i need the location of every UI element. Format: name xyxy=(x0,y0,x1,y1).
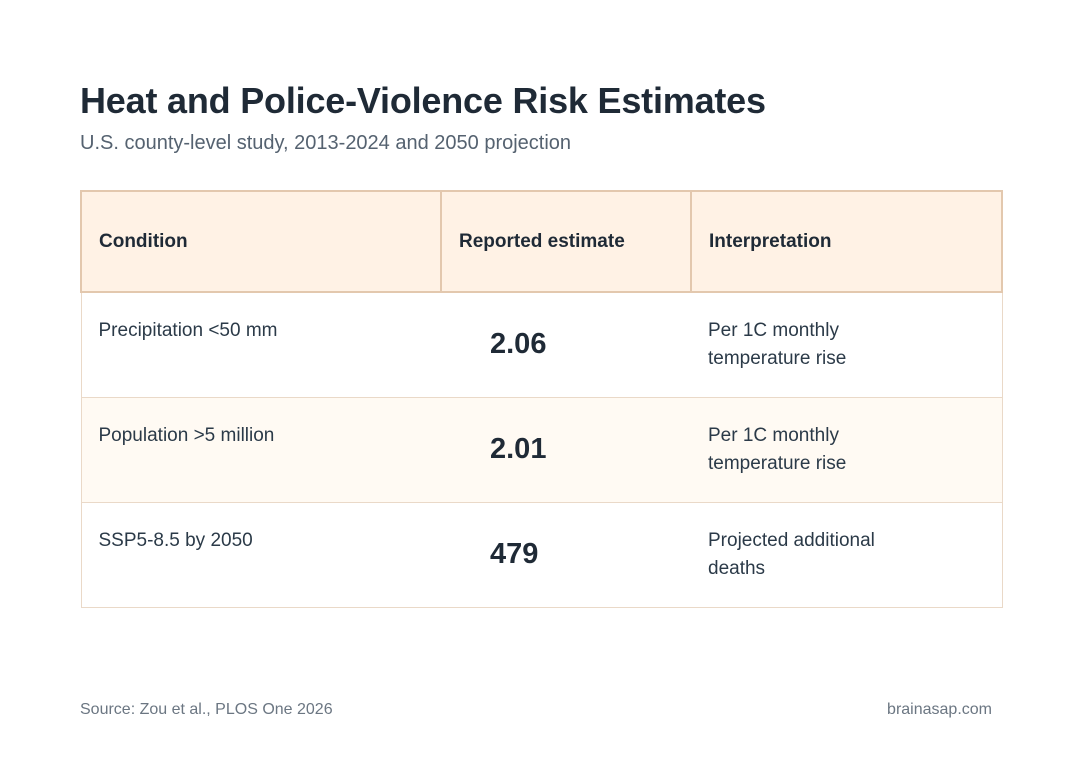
condition-cell: Precipitation <50 mm xyxy=(80,292,441,398)
brand-watermark: brainasap.com xyxy=(887,701,992,718)
estimate-cell: 2.01 xyxy=(441,397,691,503)
table-row: Precipitation <50 mm 2.06 Per 1C monthly… xyxy=(80,292,1003,398)
interpretation-cell: Per 1C monthly temperature rise xyxy=(691,292,1003,398)
table-row: Population >5 million 2.01 Per 1C monthl… xyxy=(80,397,1003,503)
estimate-cell: 479 xyxy=(441,502,691,608)
header-row: Condition Reported estimate Interpretati… xyxy=(80,190,1003,293)
interpretation-cell: Per 1C monthly temperature rise xyxy=(691,397,1003,503)
page-subtitle: U.S. county-level study, 2013-2024 and 2… xyxy=(80,132,572,154)
column-header-interpretation: Interpretation xyxy=(690,190,1003,293)
interpretation-cell: Projected additional deaths xyxy=(691,502,1003,608)
page-title: Heat and Police-Violence Risk Estimates xyxy=(80,80,766,121)
table-body: Precipitation <50 mm 2.06 Per 1C monthly… xyxy=(80,292,1003,608)
source-citation: Source: Zou et al., PLOS One 2026 xyxy=(80,701,333,718)
table-header: Condition Reported estimate Interpretati… xyxy=(80,190,1003,293)
column-header-condition: Condition xyxy=(80,190,442,293)
condition-cell: SSP5-8.5 by 2050 xyxy=(80,502,441,608)
table-row: SSP5-8.5 by 2050 479 Projected additiona… xyxy=(80,502,1003,608)
estimates-table: Condition Reported estimate Interpretati… xyxy=(80,190,1003,608)
estimate-cell: 2.06 xyxy=(441,292,691,398)
condition-cell: Population >5 million xyxy=(80,397,441,503)
column-header-reported-estimate: Reported estimate xyxy=(440,190,692,293)
